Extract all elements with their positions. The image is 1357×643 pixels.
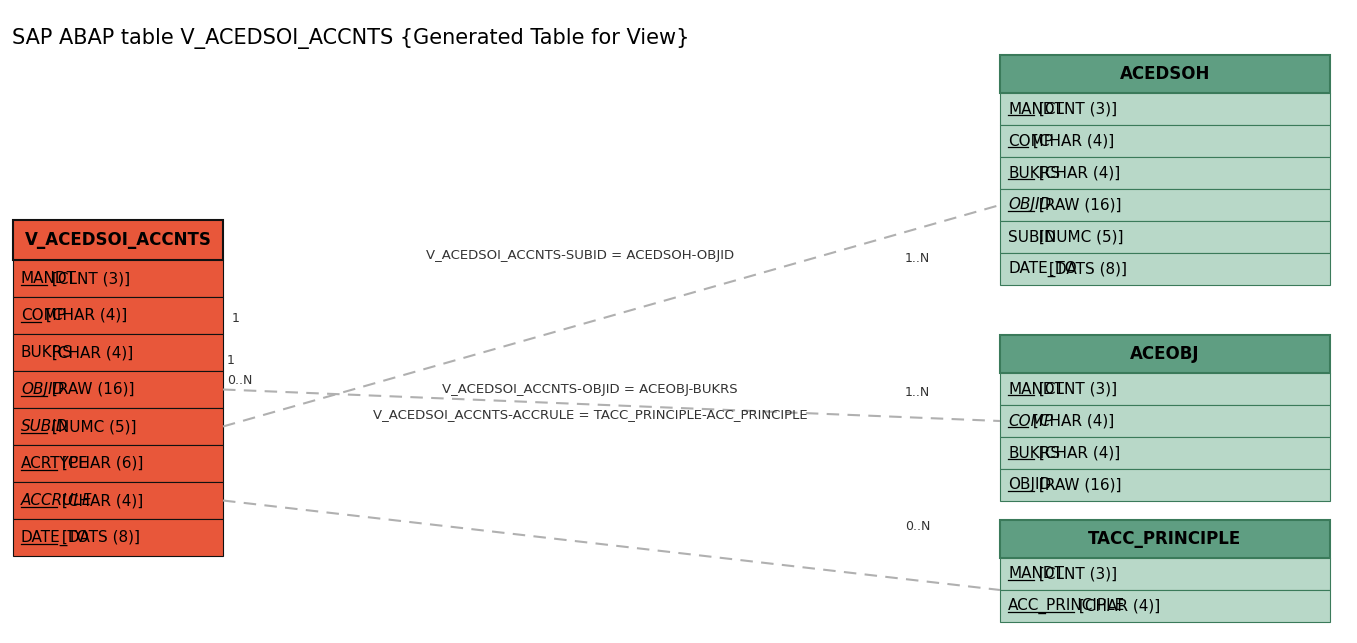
- Bar: [1000, 125, 1330, 157]
- Text: ACEOBJ: ACEOBJ: [1130, 345, 1200, 363]
- Text: BUKRS: BUKRS: [20, 345, 73, 360]
- Bar: [14, 371, 223, 408]
- Bar: [14, 260, 223, 297]
- Bar: [14, 482, 223, 519]
- Bar: [14, 408, 223, 445]
- Text: V_ACEDSOI_ACCNTS-SUBID = ACEDSOH-OBJID: V_ACEDSOI_ACCNTS-SUBID = ACEDSOH-OBJID: [426, 248, 734, 262]
- Text: [CHAR (4)]: [CHAR (4)]: [1029, 413, 1114, 428]
- Bar: [1000, 253, 1330, 285]
- Text: SUBID: SUBID: [20, 419, 68, 434]
- Text: OBJID: OBJID: [1008, 478, 1052, 493]
- Bar: [1000, 590, 1330, 622]
- Bar: [1000, 157, 1330, 189]
- Bar: [14, 334, 223, 371]
- Text: [CHAR (4)]: [CHAR (4)]: [57, 493, 142, 508]
- Text: COMP: COMP: [1008, 134, 1053, 149]
- Text: V_ACEDSOI_ACCNTS-ACCRULE = TACC_PRINCIPLE-ACC_PRINCIPLE: V_ACEDSOI_ACCNTS-ACCRULE = TACC_PRINCIPL…: [373, 408, 807, 422]
- Text: [DATS (8)]: [DATS (8)]: [57, 530, 140, 545]
- Text: [CHAR (6)]: [CHAR (6)]: [57, 456, 144, 471]
- Bar: [14, 220, 223, 260]
- Text: [CHAR (4)]: [CHAR (4)]: [1034, 446, 1120, 460]
- Text: 0..N: 0..N: [227, 374, 252, 386]
- Text: V_ACEDSOI_ACCNTS-OBJID = ACEOBJ-BUKRS: V_ACEDSOI_ACCNTS-OBJID = ACEOBJ-BUKRS: [442, 383, 738, 397]
- Text: ACRTYPE: ACRTYPE: [20, 456, 88, 471]
- Bar: [1000, 335, 1330, 373]
- Bar: [1000, 93, 1330, 125]
- Text: [RAW (16)]: [RAW (16)]: [1034, 197, 1121, 212]
- Text: COMP: COMP: [1008, 413, 1053, 428]
- Text: ACEDSOH: ACEDSOH: [1120, 65, 1210, 83]
- Text: [CLNT (3)]: [CLNT (3)]: [1034, 381, 1117, 397]
- Text: [CHAR (4)]: [CHAR (4)]: [46, 345, 133, 360]
- Text: BUKRS: BUKRS: [1008, 446, 1060, 460]
- Bar: [1000, 469, 1330, 501]
- Bar: [1000, 520, 1330, 558]
- Text: TACC_PRINCIPLE: TACC_PRINCIPLE: [1088, 530, 1242, 548]
- Bar: [1000, 558, 1330, 590]
- Bar: [1000, 189, 1330, 221]
- Bar: [14, 519, 223, 556]
- Text: ACCRULE: ACCRULE: [20, 493, 92, 508]
- Text: [CLNT (3)]: [CLNT (3)]: [1034, 566, 1117, 581]
- Text: MANDT: MANDT: [20, 271, 77, 286]
- Text: SUBID: SUBID: [1008, 230, 1056, 244]
- Text: 1..N: 1..N: [905, 386, 930, 399]
- Text: [CLNT (3)]: [CLNT (3)]: [46, 271, 130, 286]
- Bar: [1000, 437, 1330, 469]
- Text: [CHAR (4)]: [CHAR (4)]: [1075, 599, 1160, 613]
- Text: [NUMC (5)]: [NUMC (5)]: [46, 419, 136, 434]
- Text: BUKRS: BUKRS: [1008, 165, 1060, 181]
- Bar: [1000, 405, 1330, 437]
- Bar: [1000, 373, 1330, 405]
- Text: [CHAR (4)]: [CHAR (4)]: [1029, 134, 1114, 149]
- Bar: [1000, 221, 1330, 253]
- Text: [NUMC (5)]: [NUMC (5)]: [1034, 230, 1124, 244]
- Text: 1: 1: [227, 354, 235, 367]
- Bar: [14, 445, 223, 482]
- Text: MANDT: MANDT: [1008, 381, 1064, 397]
- Text: [CHAR (4)]: [CHAR (4)]: [1034, 165, 1120, 181]
- Text: [CLNT (3)]: [CLNT (3)]: [1034, 102, 1117, 116]
- Text: OBJID: OBJID: [20, 382, 64, 397]
- Text: [RAW (16)]: [RAW (16)]: [46, 382, 134, 397]
- Text: MANDT: MANDT: [1008, 566, 1064, 581]
- Text: ACC_PRINCIPLE: ACC_PRINCIPLE: [1008, 598, 1125, 614]
- Text: [RAW (16)]: [RAW (16)]: [1034, 478, 1121, 493]
- Text: MANDT: MANDT: [1008, 102, 1064, 116]
- Text: 1..N: 1..N: [905, 251, 930, 264]
- Text: DATE_TO: DATE_TO: [20, 529, 90, 546]
- Text: 0..N: 0..N: [905, 520, 930, 534]
- Text: SAP ABAP table V_ACEDSOI_ACCNTS {Generated Table for View}: SAP ABAP table V_ACEDSOI_ACCNTS {Generat…: [12, 28, 689, 49]
- Bar: [1000, 55, 1330, 93]
- Text: COMP: COMP: [20, 308, 66, 323]
- Text: DATE_TO: DATE_TO: [1008, 261, 1076, 277]
- Bar: [14, 297, 223, 334]
- Text: 1: 1: [232, 311, 240, 325]
- Text: [CHAR (4)]: [CHAR (4)]: [42, 308, 128, 323]
- Text: OBJID: OBJID: [1008, 197, 1052, 212]
- Text: V_ACEDSOI_ACCNTS: V_ACEDSOI_ACCNTS: [24, 231, 212, 249]
- Text: [DATS (8)]: [DATS (8)]: [1044, 262, 1126, 276]
